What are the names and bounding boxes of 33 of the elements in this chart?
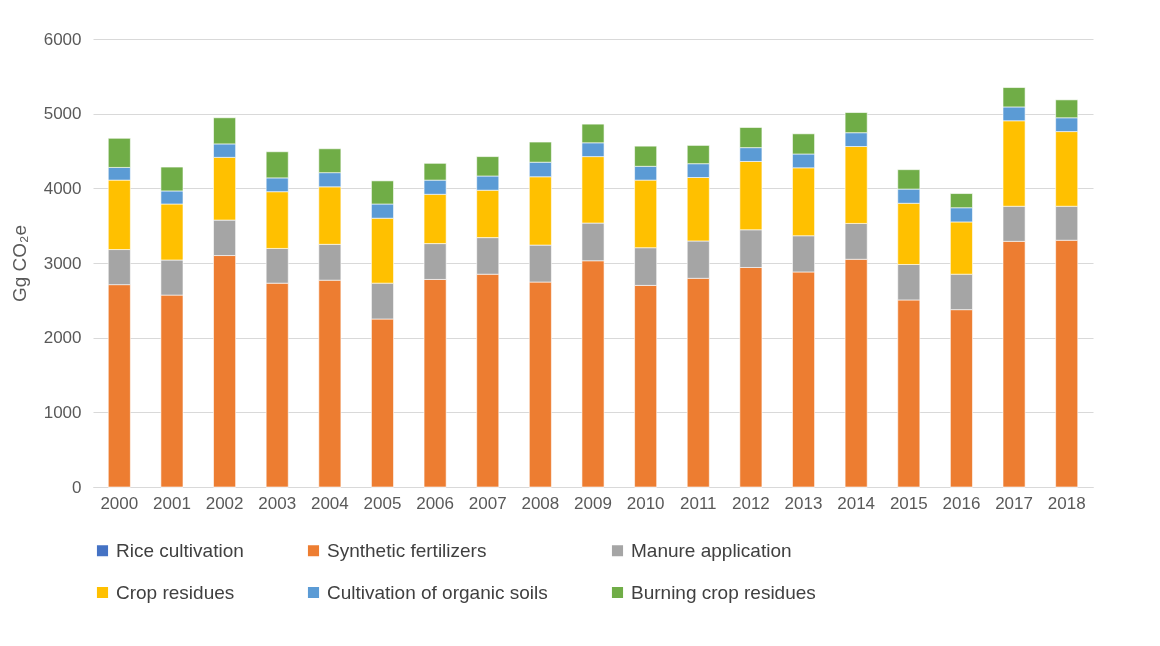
y-tick-label: 4000 bbox=[43, 178, 82, 198]
x-tick-label: 2005 bbox=[363, 493, 402, 513]
x-tick-label: 2011 bbox=[679, 493, 717, 513]
y-tick-label: 5000 bbox=[43, 104, 82, 124]
x-tick-label: 2009 bbox=[574, 493, 612, 513]
x-tick-label: 2010 bbox=[626, 493, 665, 513]
x-tick-label: 2003 bbox=[258, 493, 297, 513]
x-tick-label: 2013 bbox=[784, 493, 823, 513]
x-tick-label: 2016 bbox=[942, 493, 981, 513]
legend-label: Burning crop residues bbox=[631, 581, 816, 603]
y-tick-label: 3000 bbox=[43, 253, 82, 273]
x-tick-label: 2012 bbox=[731, 493, 770, 513]
legend-label: Synthetic fertilizers bbox=[327, 539, 487, 561]
y-axis-title: Gg CO₂e bbox=[8, 224, 30, 303]
legend-label: Cultivation of organic soils bbox=[327, 581, 548, 603]
x-tick-label: 2007 bbox=[468, 493, 507, 513]
legend-label: Rice cultivation bbox=[116, 539, 244, 561]
x-tick-label: 2002 bbox=[205, 493, 244, 513]
legend-label: Crop residues bbox=[116, 581, 235, 603]
x-tick-label: 2006 bbox=[416, 493, 455, 513]
x-tick-label: 2004 bbox=[310, 493, 349, 513]
y-tick-label: 6000 bbox=[43, 29, 82, 49]
x-tick-label: 2018 bbox=[1047, 493, 1086, 513]
legend-label: Manure application bbox=[631, 539, 792, 561]
x-tick-label: 2000 bbox=[100, 493, 139, 513]
y-tick-label: 0 bbox=[72, 477, 82, 497]
x-tick-label: 2001 bbox=[153, 493, 191, 513]
x-tick-label: 2015 bbox=[889, 493, 928, 513]
y-tick-label: 1000 bbox=[43, 402, 82, 422]
x-tick-label: 2014 bbox=[837, 493, 876, 513]
x-tick-label: 2008 bbox=[521, 493, 560, 513]
y-tick-label: 2000 bbox=[43, 328, 82, 348]
x-tick-label: 2017 bbox=[995, 493, 1033, 513]
